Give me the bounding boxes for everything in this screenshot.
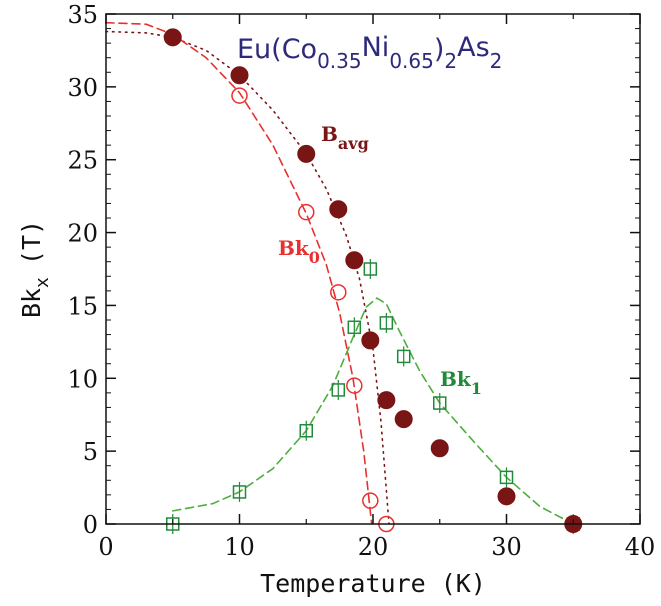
point-b-avg-3 [329,200,348,219]
point-bk-0-3 [330,284,347,301]
y-axis-title-base: Bk [17,288,46,318]
y-tick-label-0: 0 [83,511,98,539]
y-axis-title-sub: x [32,277,53,288]
point-bk-1-8 [433,393,447,414]
point-bk-1-7 [396,346,411,367]
x-tick-label-2: 20 [358,533,389,561]
point-b-avg-7 [394,410,413,429]
compound-sub1: 0.35 [317,49,362,73]
y-tick-label-1: 5 [83,438,98,466]
point-b-avg-4 [345,251,364,270]
compound-close: ) [434,34,445,65]
point-bk-1-5 [363,259,378,279]
x-tick-label-4: 40 [625,533,656,561]
label-b-avg-sub: avg [338,134,369,153]
plot-frame [105,13,641,525]
fit-curves [105,21,575,525]
point-bk-1-9 [499,467,514,488]
label-b-avg-base: B [321,122,338,146]
compound-sub4: 2 [490,49,503,73]
point-bk-0-2 [298,203,315,221]
point-b-avg-8 [430,439,449,458]
point-bk-0-1 [231,87,248,104]
point-b-avg-9 [497,487,516,506]
x-tick-label-0: 0 [98,533,113,561]
x-tick-label-3: 30 [491,533,522,561]
label-bk1-sub: 1 [471,379,482,398]
compound-formula: Eu(Co0.35Ni0.65)2As2 [237,32,502,73]
point-b-avg-1 [230,66,249,85]
compound-as: As [457,32,490,63]
y-tick-label-3: 15 [67,292,98,320]
point-bk-1-3 [331,379,346,400]
y-axis-title-unit: (T) [17,220,46,265]
y-tick-label-6: 30 [67,74,98,102]
x-axis-title: Temperature (K) [260,569,486,598]
label-bk0: Bk0 [278,236,320,267]
fit-curve-bk-0 [105,21,373,525]
y-tick-label-2: 10 [67,365,98,393]
point-bk-0-5 [362,492,379,509]
compound-base: Eu(Co [237,34,317,65]
y-tick-label-4: 20 [67,220,98,248]
fit-curve-bk-1 [172,297,575,525]
point-b-avg-6 [377,391,396,410]
point-b-avg-2 [297,144,316,163]
label-bk0-sub: 0 [309,248,320,267]
compound-sub2: 0.65 [389,49,434,73]
point-bk-1-2 [299,420,313,441]
compound-sub3: 2 [444,49,457,73]
point-bk-1-6 [379,312,394,333]
label-bk1-base: Bk [440,367,472,391]
point-b-avg-5 [361,331,380,350]
point-bk-1-4 [347,317,362,338]
point-b-avg-0 [163,28,182,47]
label-bk1: Bk1 [440,367,482,398]
point-bk-0-4 [346,377,363,394]
label-b-avg: Bavg [321,122,369,153]
y-tick-label-7: 35 [67,1,98,29]
y-tick-label-5: 25 [67,147,98,175]
y-axis-title: Bkx (T) [17,220,53,318]
compound-mid: Ni [362,32,390,63]
point-bk-1-1 [232,481,247,502]
label-bk0-base: Bk [278,236,310,260]
x-tick-label-1: 10 [224,533,255,561]
data-points [163,28,583,534]
